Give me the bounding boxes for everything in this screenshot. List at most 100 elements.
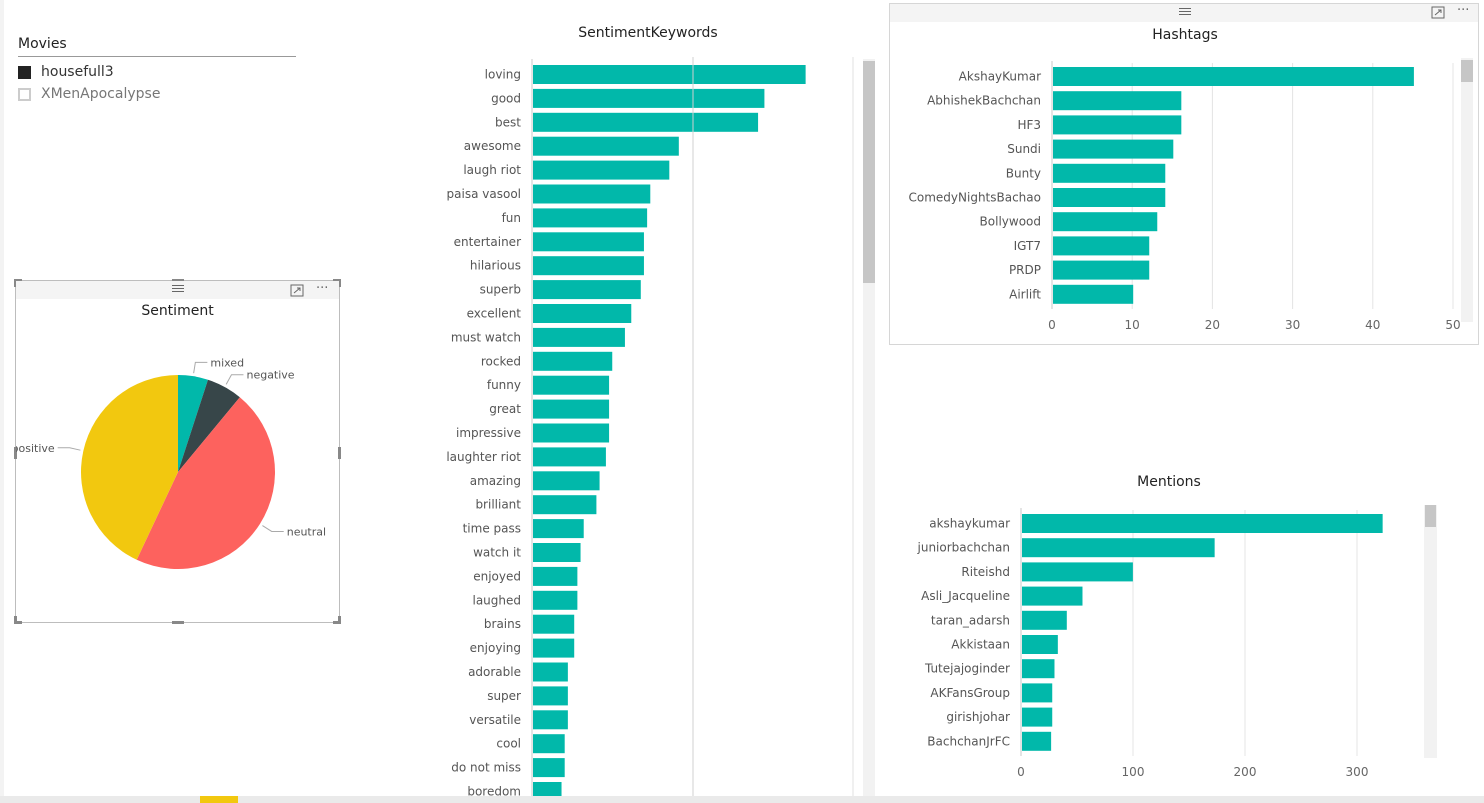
more-options-icon[interactable]: ··· xyxy=(316,281,329,296)
bar xyxy=(533,136,679,156)
y-tick-label: fun xyxy=(502,211,521,225)
bar xyxy=(1022,514,1383,533)
y-tick-label: versatile xyxy=(469,713,521,727)
bar xyxy=(533,399,610,419)
x-tick-label: 0 xyxy=(1048,318,1056,332)
y-tick-label: Bunty xyxy=(1006,166,1041,180)
bar xyxy=(1053,91,1182,111)
resize-handle[interactable] xyxy=(333,621,341,624)
y-tick-label: super xyxy=(487,689,521,703)
bar xyxy=(533,280,641,300)
y-tick-label: cool xyxy=(496,737,521,751)
sentiment-keywords-chart: SentimentKeywords loving good best awesome la… xyxy=(446,25,875,796)
y-tick-label: brains xyxy=(484,617,521,631)
slicer-item-label: housefull3 xyxy=(41,64,114,80)
bar xyxy=(533,614,575,634)
resize-handle[interactable] xyxy=(172,279,184,282)
slicer-item-xmenapocalypse[interactable]: XMenApocalypse xyxy=(18,83,296,105)
more-options-icon[interactable]: ··· xyxy=(1457,3,1470,18)
bar xyxy=(1022,538,1215,558)
y-tick-label: watch it xyxy=(473,546,521,560)
bar xyxy=(533,543,581,562)
scrollbar-thumb xyxy=(1425,505,1436,527)
y-tick-label: ComedyNightsBachao xyxy=(909,191,1042,205)
bar xyxy=(533,638,575,658)
bar xyxy=(533,734,565,754)
checkbox-checked-icon[interactable] xyxy=(18,65,31,79)
bar xyxy=(533,208,648,228)
resize-handle[interactable] xyxy=(14,621,22,624)
resize-handle[interactable] xyxy=(14,447,17,459)
active-page-tab-indicator[interactable] xyxy=(200,796,238,803)
resize-handle[interactable] xyxy=(14,279,17,287)
y-tick-label: Tutejajoginder xyxy=(924,662,1010,676)
x-tick-label: 0 xyxy=(1017,765,1025,779)
y-tick-label: must watch xyxy=(451,330,521,344)
bar xyxy=(1022,635,1058,654)
y-tick-label: Sundi xyxy=(1007,142,1041,156)
slicer-item-housefull3[interactable]: housefull3 xyxy=(18,61,296,83)
drag-grip-icon[interactable] xyxy=(171,284,185,292)
y-tick-label: IGT7 xyxy=(1014,239,1041,253)
bar xyxy=(533,519,584,539)
resize-handle[interactable] xyxy=(338,279,341,287)
page-tab-strip xyxy=(0,796,1484,803)
y-tick-label: hilarious xyxy=(470,259,521,273)
bar xyxy=(1053,139,1174,159)
bar xyxy=(533,758,565,778)
y-tick-label: HF3 xyxy=(1017,118,1041,132)
pie-leader-line xyxy=(262,525,284,532)
y-tick-label: excellent xyxy=(467,307,522,321)
pie-data-label: positive xyxy=(16,442,55,455)
resize-handle[interactable] xyxy=(338,447,341,459)
bar xyxy=(533,471,600,491)
pie-data-label: neutral xyxy=(287,525,326,538)
visual-header-bar xyxy=(16,281,339,299)
focus-mode-icon[interactable] xyxy=(1431,6,1445,19)
bar xyxy=(533,256,644,276)
bar xyxy=(533,327,625,347)
y-tick-label: laughed xyxy=(472,593,521,607)
bar xyxy=(1053,67,1414,86)
bar xyxy=(1022,707,1053,727)
resize-handle[interactable] xyxy=(172,621,184,624)
bar xyxy=(533,184,651,204)
visual-header-bar xyxy=(890,4,1478,22)
focus-mode-icon[interactable] xyxy=(290,284,304,297)
drag-grip-icon[interactable] xyxy=(1178,7,1192,15)
y-tick-label: AbhishekBachchan xyxy=(927,94,1041,108)
resize-handle[interactable] xyxy=(14,616,17,624)
y-tick-label: funny xyxy=(487,378,521,392)
bar xyxy=(1022,610,1067,630)
resize-handle[interactable] xyxy=(333,279,341,282)
chart-title: Sentiment xyxy=(141,303,214,319)
bar xyxy=(1053,212,1158,232)
pie-slice xyxy=(81,375,178,560)
resize-handle[interactable] xyxy=(14,279,22,282)
x-tick-label: 300 xyxy=(1346,765,1369,779)
mentions-chart: Mentions 0 100 200 300 akshaykumar juniorbachc… xyxy=(917,474,1437,779)
checkbox-unchecked-icon[interactable] xyxy=(18,87,31,101)
bar xyxy=(1053,115,1182,135)
scrollbar-thumb xyxy=(1461,60,1473,82)
hashtags-visual[interactable]: ··· Hashtags 0 10 20 30 40 50 AkshayKumar Abhish… xyxy=(889,3,1479,345)
slicer-title: Movies xyxy=(18,36,296,57)
x-tick-label: 30 xyxy=(1285,318,1300,332)
y-tick-label: Akkistaan xyxy=(951,638,1010,652)
bar xyxy=(533,495,597,515)
resize-handle[interactable] xyxy=(338,616,341,624)
bar xyxy=(533,782,562,796)
y-tick-label: awesome xyxy=(464,139,521,153)
bar xyxy=(533,88,765,108)
bar xyxy=(533,304,632,323)
bar xyxy=(533,112,759,132)
y-tick-label: laughter riot xyxy=(446,450,521,464)
bar xyxy=(1053,284,1134,304)
y-tick-label: BachchanJrFC xyxy=(927,734,1010,748)
bar xyxy=(533,590,578,610)
pie-slice xyxy=(178,375,208,472)
y-tick-label: time pass xyxy=(463,522,521,536)
y-tick-label: enjoying xyxy=(470,641,521,655)
bar xyxy=(1053,236,1150,256)
